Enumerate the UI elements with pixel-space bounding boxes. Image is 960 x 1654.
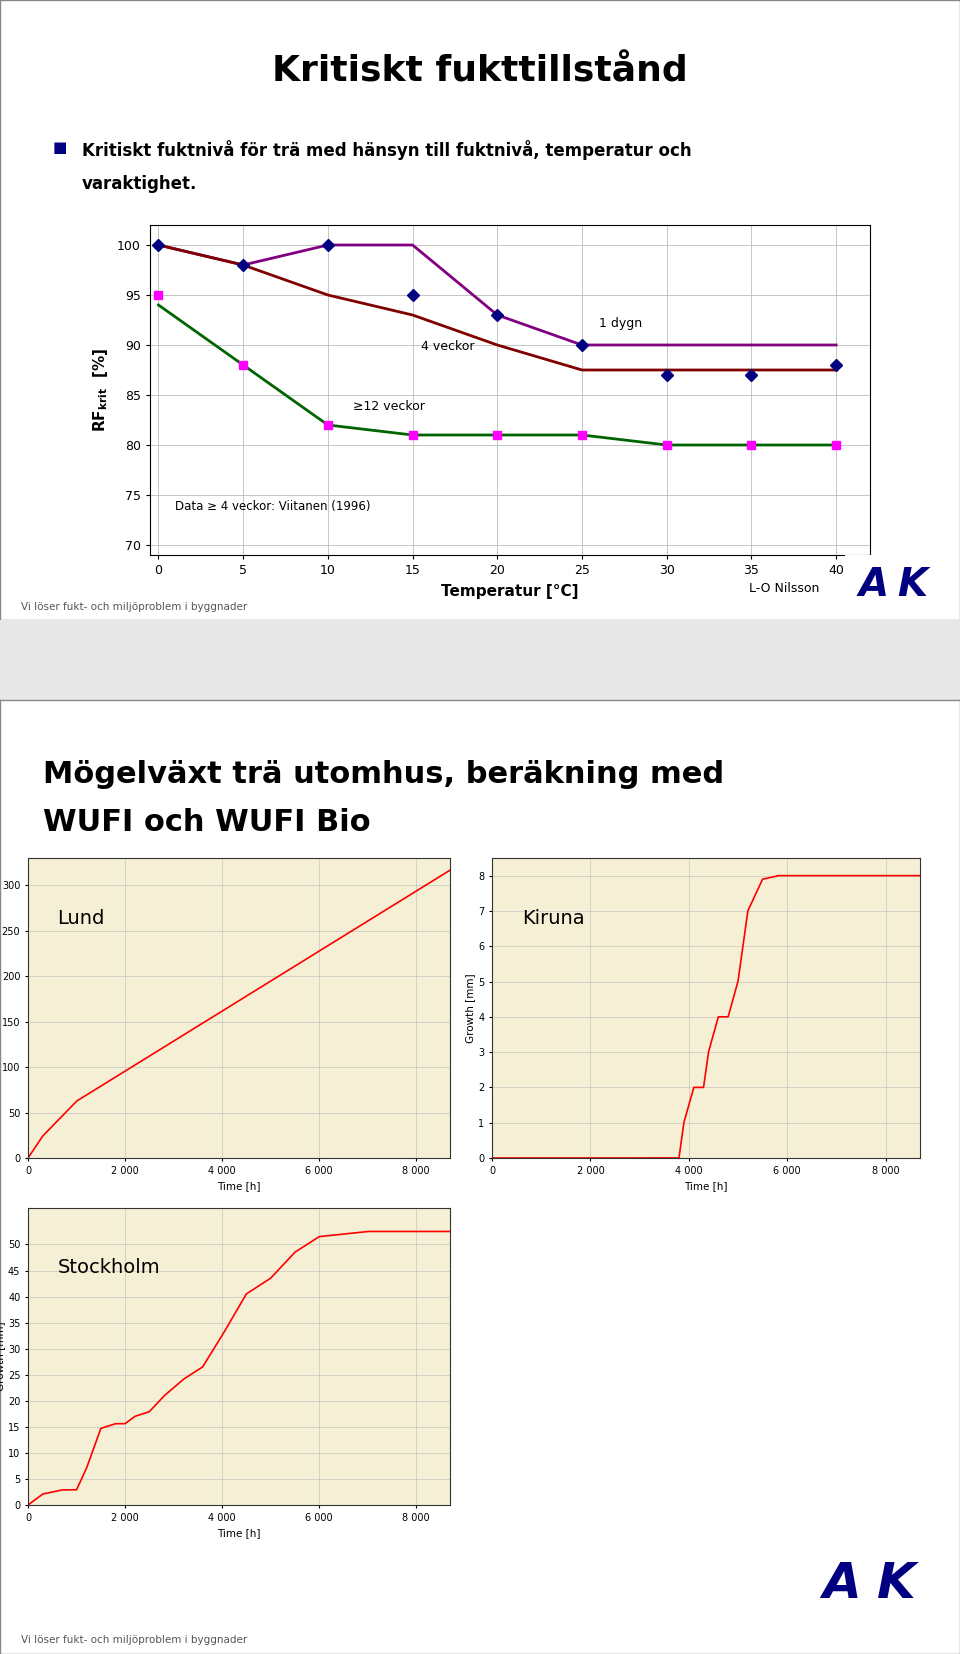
Text: Data ≥ 4 veckor: Viitanen (1996): Data ≥ 4 veckor: Viitanen (1996) [176, 500, 371, 513]
Text: Kritiskt fukttillstånd: Kritiskt fukttillstånd [272, 55, 688, 89]
Text: 4 veckor: 4 veckor [421, 341, 474, 352]
X-axis label: Time [h]: Time [h] [684, 1181, 728, 1191]
Text: ■: ■ [53, 141, 67, 155]
Text: A: A [858, 566, 889, 604]
Text: Vi löser fukt- och miljöproblem i byggnader: Vi löser fukt- och miljöproblem i byggna… [21, 1636, 248, 1646]
Text: WUFI och WUFI Bio: WUFI och WUFI Bio [43, 809, 371, 837]
Text: K: K [876, 1560, 916, 1608]
Y-axis label: Growth [mm]: Growth [mm] [0, 1322, 5, 1391]
Text: ≥12 veckor: ≥12 veckor [353, 400, 425, 414]
Y-axis label: Growth [mm]: Growth [mm] [466, 973, 475, 1042]
Text: Mögelväxt trä utomhus, beräkning med: Mögelväxt trä utomhus, beräkning med [43, 759, 725, 789]
Text: K: K [897, 566, 927, 604]
Text: Stockholm: Stockholm [58, 1259, 160, 1277]
X-axis label: Time [h]: Time [h] [217, 1528, 261, 1538]
Y-axis label: RF$_{\mathregular{krit}}$  [%]: RF$_{\mathregular{krit}}$ [%] [91, 347, 110, 432]
Text: Kiruna: Kiruna [522, 910, 585, 928]
X-axis label: Time [h]: Time [h] [217, 1181, 261, 1191]
X-axis label: Temperatur [°C]: Temperatur [°C] [442, 584, 579, 599]
Text: varaktighet.: varaktighet. [82, 175, 197, 194]
Text: A: A [822, 1560, 861, 1608]
Text: Lund: Lund [58, 910, 105, 928]
Text: L-O Nilsson: L-O Nilsson [749, 582, 819, 595]
Text: 1 dygn: 1 dygn [599, 318, 642, 331]
Text: Vi löser fukt- och miljöproblem i byggnader: Vi löser fukt- och miljöproblem i byggna… [21, 602, 248, 612]
Text: Kritiskt fuktnivå för trä med hänsyn till fuktnivå, temperatur och: Kritiskt fuktnivå för trä med hänsyn til… [82, 141, 691, 160]
